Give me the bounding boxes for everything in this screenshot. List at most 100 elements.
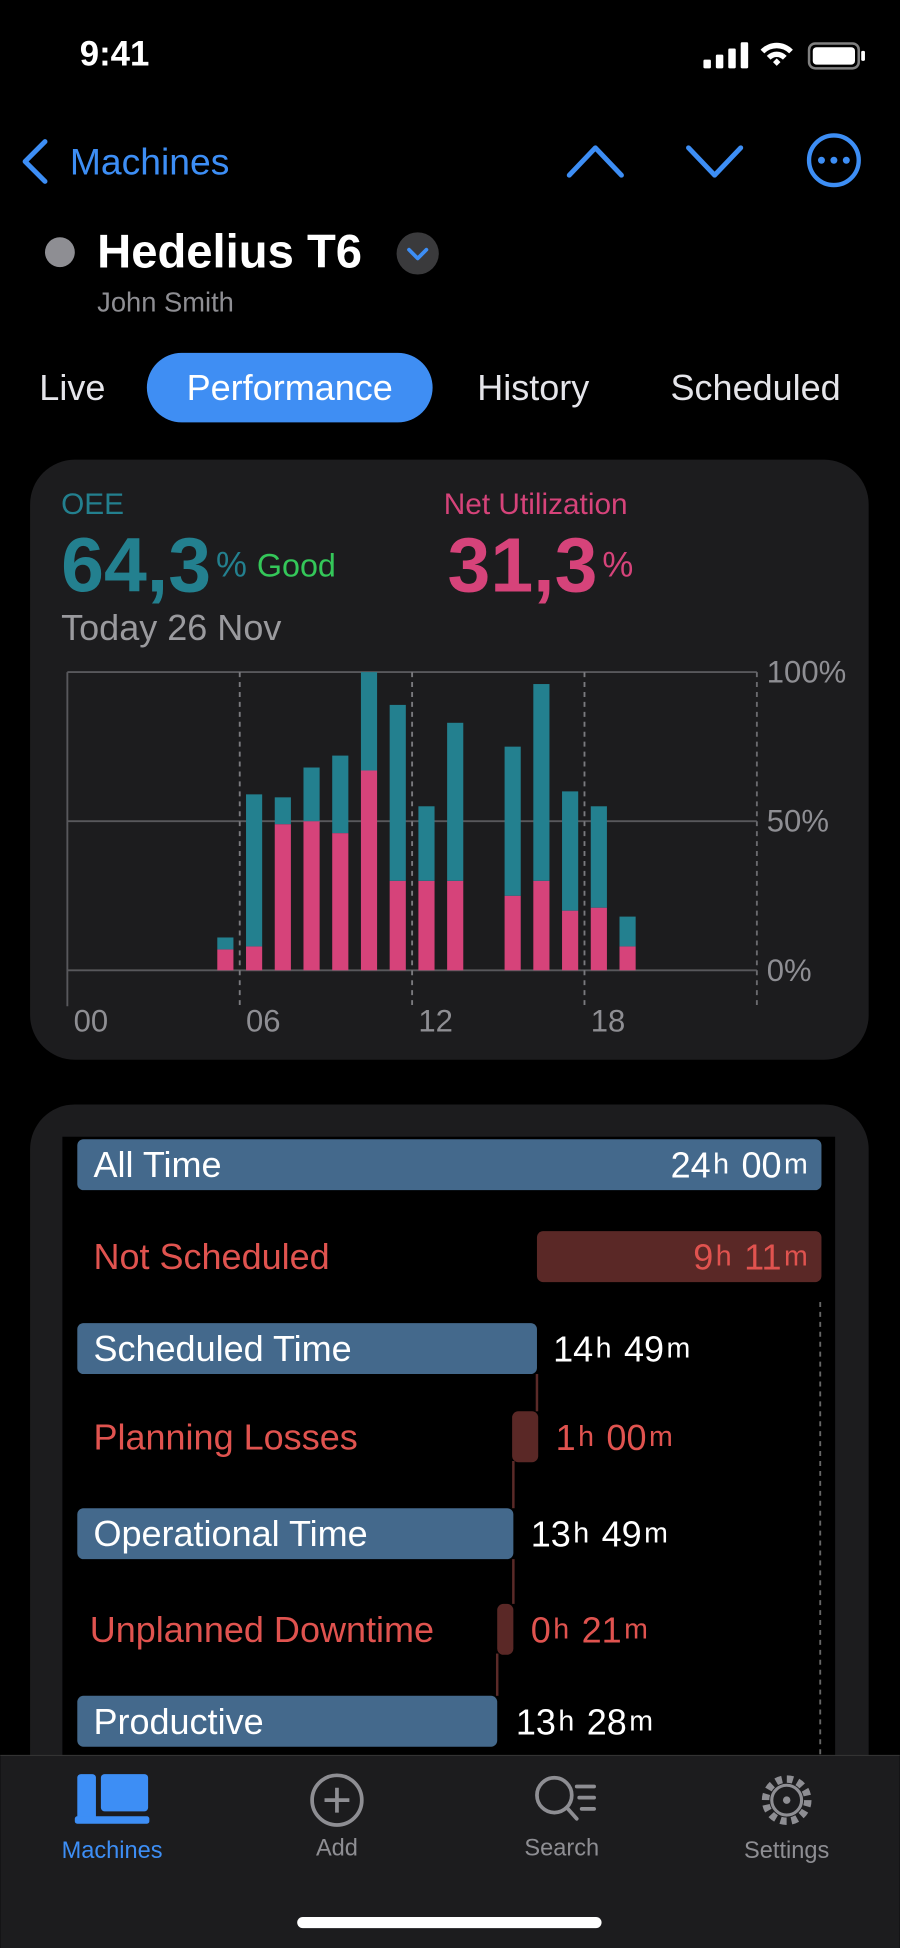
icon [770, 1783, 804, 1817]
bar-segment [590, 907, 607, 971]
breakdown-row[interactable]: All Time 24 h 00 m [77, 1139, 822, 1191]
breakdown-row[interactable]: Productive 13 h 28 m [77, 1695, 653, 1747]
oee-summary: 64,3% Good [61, 522, 336, 608]
breakdown-label: Planning Losses [93, 1416, 357, 1457]
breakdown-bar [77, 1508, 514, 1560]
icon [74, 1816, 150, 1824]
tab[interactable]: History [477, 367, 589, 408]
hours-unit: h [578, 1421, 594, 1453]
tab-highlight [146, 352, 433, 423]
x-tick-label: 00 [74, 1004, 109, 1039]
tab-bar-item[interactable]: Machines [62, 1774, 163, 1864]
breakdown-value: 9 h 11 m [693, 1236, 808, 1277]
hours-unit: h [573, 1518, 589, 1550]
minutes-unit: m [784, 1241, 808, 1273]
bar-segment [619, 916, 636, 947]
tab[interactable]: Live [39, 367, 105, 408]
breakdown-bar [77, 1323, 537, 1375]
machine-dropdown[interactable] [396, 232, 439, 275]
hours: 24 [671, 1144, 711, 1185]
oee-value: 64,3 [61, 522, 211, 608]
y-tick-label: 50% [767, 804, 829, 839]
bar-segment [418, 806, 435, 881]
minutes-unit: m [624, 1613, 648, 1645]
machine-title: Hedelius T6 [97, 226, 362, 279]
icon [310, 1773, 364, 1827]
minutes: 21 [582, 1609, 622, 1650]
back-label: Machines [70, 141, 230, 183]
home-indicator [297, 1916, 602, 1929]
breakdown-label: All Time [93, 1144, 221, 1185]
bar-segment [274, 797, 291, 825]
tab-bar-items: Machines Add Search Settings [62, 1773, 829, 1864]
bar-segment [447, 880, 464, 971]
hours: 13 [531, 1513, 571, 1554]
breakdown-bar [512, 1411, 539, 1463]
bar-segment [504, 895, 521, 971]
x-tick-label: 06 [246, 1004, 281, 1039]
breakdown-value: 13 h 28 m [516, 1701, 653, 1742]
bar-segment [332, 755, 349, 834]
bar-segment [274, 824, 291, 971]
utilization-label: Net Utilization [444, 488, 628, 521]
bar-segment [389, 880, 406, 971]
bar-segment [303, 821, 320, 971]
breakdown-label: Operational Time [93, 1513, 367, 1554]
tab-bar-label: Machines [62, 1838, 163, 1864]
back-chevron [22, 139, 48, 184]
hours: 13 [516, 1701, 556, 1742]
segmented-tabs: Live Performance History Scheduled [39, 352, 841, 423]
minutes: 11 [744, 1236, 781, 1277]
tab-bar-item[interactable]: Add [310, 1773, 364, 1862]
breakdown-row[interactable]: Unplanned Downtime 0 h 21 m [90, 1603, 648, 1655]
y-tick-label: 100% [767, 655, 846, 690]
hours-unit: h [713, 1149, 729, 1181]
tab[interactable]: Performance [146, 352, 433, 423]
bar-segment [389, 704, 406, 881]
bar-segment [303, 767, 320, 822]
icon [782, 1796, 791, 1804]
tab-bar-label: Add [316, 1836, 358, 1862]
status-dot [44, 237, 75, 268]
hours: 9 [693, 1236, 713, 1277]
bar-segment [504, 746, 521, 896]
icon [564, 1784, 596, 1821]
breakdown-value: 14 h 49 m [553, 1328, 690, 1369]
oee-label: OEE [61, 488, 124, 521]
x-tick-label: 12 [418, 1004, 453, 1039]
breakdown-row[interactable]: Operational Time 13 h 49 m [77, 1508, 668, 1560]
breakdown-row[interactable]: Scheduled Time 14 h 49 m [77, 1323, 690, 1375]
bar-segment [360, 672, 378, 771]
machine-subtitle: John Smith [97, 286, 234, 317]
breakdown-bar [77, 1695, 498, 1747]
y-tick-label: 0% [767, 953, 812, 988]
breakdown-row[interactable]: Planning Losses 1 h 00 m [93, 1411, 673, 1463]
icon [535, 1775, 574, 1815]
breakdown-label: Scheduled Time [93, 1328, 351, 1369]
status-time: 9:41 [80, 36, 150, 74]
tab-bar-item[interactable]: Search [524, 1775, 599, 1862]
tab[interactable]: Scheduled [671, 367, 841, 408]
breakdown-value: 13 h 49 m [531, 1513, 668, 1554]
breakdown-label: Productive [93, 1701, 263, 1742]
bar-segment [562, 910, 579, 971]
icon [100, 1774, 149, 1812]
minutes-unit: m [629, 1705, 653, 1737]
hours-unit: h [558, 1705, 574, 1737]
back-button[interactable]: Machines [22, 139, 230, 184]
tab-label: Performance [187, 367, 393, 408]
bar-segment [562, 791, 579, 911]
tab-bar-label: Search [524, 1836, 599, 1862]
tab-label: History [477, 367, 589, 408]
more-button[interactable] [806, 133, 861, 188]
next-button[interactable] [686, 145, 744, 178]
bar-segment [418, 880, 435, 971]
tab-bar-item[interactable]: Settings [744, 1775, 829, 1864]
breakdown-label: Not Scheduled [93, 1236, 329, 1277]
status-icons [703, 42, 865, 70]
previous-button[interactable] [566, 145, 624, 178]
breakdown-row[interactable]: Not Scheduled 9 h 11 m [93, 1231, 822, 1283]
x-tick-label: 18 [591, 1004, 626, 1039]
